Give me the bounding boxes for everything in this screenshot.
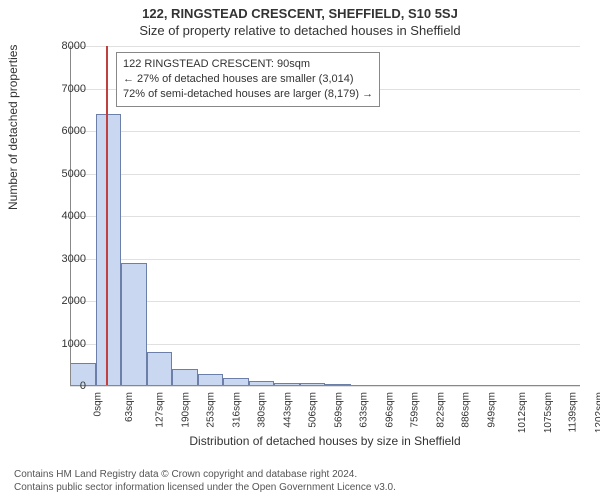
y-tick: 2000 [46, 295, 86, 307]
histogram-bar [147, 352, 173, 386]
x-axis-line [70, 385, 580, 386]
footer-line-2: Contains public sector information licen… [14, 481, 396, 494]
footer-line-1: Contains HM Land Registry data © Crown c… [14, 468, 396, 481]
x-tick: 443sqm [282, 392, 293, 428]
gridline [70, 259, 580, 260]
x-tick: 127sqm [155, 392, 166, 428]
gridline [70, 216, 580, 217]
gridline [70, 386, 580, 387]
y-tick: 8000 [46, 40, 86, 52]
plot-area: 122 RINGSTEAD CRESCENT: 90sqm ← 27% of d… [70, 46, 580, 386]
x-tick: 1012sqm [517, 392, 528, 433]
x-tick: 759sqm [410, 392, 421, 428]
x-tick: 380sqm [257, 392, 268, 428]
x-tick: 633sqm [359, 392, 370, 428]
annotation-line-1: 122 RINGSTEAD CRESCENT: 90sqm [123, 57, 373, 72]
y-tick: 4000 [46, 210, 86, 222]
y-axis-label: Number of detached properties [6, 45, 20, 210]
gridline [70, 301, 580, 302]
x-axis-label: Distribution of detached houses by size … [70, 434, 580, 448]
x-tick: 1202sqm [594, 392, 600, 433]
footer-attribution: Contains HM Land Registry data © Crown c… [14, 468, 396, 494]
y-tick: 6000 [46, 125, 86, 137]
gridline [70, 344, 580, 345]
y-tick: 7000 [46, 83, 86, 95]
chart-container: 122, RINGSTEAD CRESCENT, SHEFFIELD, S10 … [0, 0, 600, 500]
chart-title: 122, RINGSTEAD CRESCENT, SHEFFIELD, S10 … [0, 0, 600, 21]
x-tick: 949sqm [486, 392, 497, 428]
gridline [70, 131, 580, 132]
y-tick: 1000 [46, 338, 86, 350]
x-tick: 506sqm [308, 392, 319, 428]
chart-subtitle: Size of property relative to detached ho… [0, 21, 600, 38]
x-tick: 696sqm [384, 392, 395, 428]
x-tick: 1075sqm [543, 392, 554, 433]
gridline [70, 46, 580, 47]
x-tick: 569sqm [333, 392, 344, 428]
x-tick: 1139sqm [567, 392, 578, 432]
x-tick: 822sqm [435, 392, 446, 428]
histogram-bar [121, 263, 147, 386]
histogram-bar [172, 369, 198, 386]
x-tick: 190sqm [180, 392, 191, 428]
x-tick: 253sqm [206, 392, 217, 428]
y-tick: 3000 [46, 253, 86, 265]
x-tick: 886sqm [461, 392, 472, 428]
x-tick: 63sqm [124, 392, 135, 422]
histogram-bar [96, 114, 122, 386]
annotation-line-2: ← 27% of detached houses are smaller (3,… [123, 72, 373, 87]
x-tick: 0sqm [92, 392, 103, 416]
annotation-box: 122 RINGSTEAD CRESCENT: 90sqm ← 27% of d… [116, 52, 380, 107]
x-tick: 316sqm [231, 392, 242, 428]
gridline [70, 174, 580, 175]
y-tick: 5000 [46, 168, 86, 180]
y-tick: 0 [46, 380, 86, 392]
annotation-line-3: 72% of semi-detached houses are larger (… [123, 87, 373, 102]
property-marker-line [106, 46, 108, 386]
